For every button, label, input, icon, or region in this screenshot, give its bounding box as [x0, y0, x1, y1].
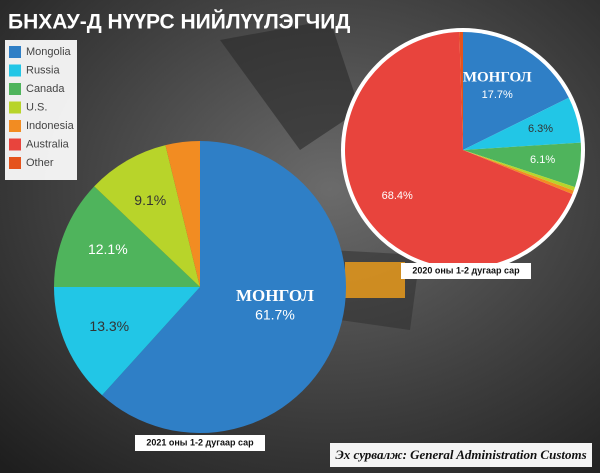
pie-slice [165, 141, 200, 287]
legend-label: Indonesia [26, 120, 75, 132]
pie-slice [102, 141, 346, 434]
caption-box [135, 435, 265, 451]
pie-slice [463, 142, 582, 188]
pie-slice [459, 32, 463, 150]
source: Эх сурвалж: General Administration Custo… [335, 447, 586, 462]
photo-shade [220, 20, 360, 150]
pie-slice [463, 150, 574, 195]
legend-swatch [9, 120, 21, 132]
legend-label: Canada [26, 83, 65, 95]
value-label: 61.7% [255, 307, 295, 323]
legend-swatch [9, 64, 21, 77]
caption: 2020 оны 1-2 дугаар сар [412, 265, 520, 275]
pies: МОНГОЛ 61.7% 13.3% 12.1% 9.1% 2021 оны 1-2 ду… [54, 28, 585, 451]
legend: Mongolia Russia Canada U.S. Indonesia Austral… [9, 46, 75, 169]
legend-label: U.S. [26, 101, 47, 113]
pie-slice [345, 32, 573, 268]
value-label: 17.7% [482, 89, 513, 101]
value-label: 13.3% [89, 318, 129, 334]
slice-name: МОНГОЛ [463, 69, 532, 85]
legend-label: Australia [26, 138, 70, 150]
caption-box [401, 263, 531, 279]
legend-swatch [9, 46, 21, 58]
value-label: 68.4% [382, 190, 413, 202]
pie-slice [463, 32, 569, 150]
caption: 2021 оны 1-2 дугаар сар [146, 437, 254, 447]
legend-label: Russia [26, 64, 61, 76]
legend-swatch [9, 83, 21, 95]
legend-swatch [9, 101, 21, 114]
value-label: 12.1% [88, 241, 128, 257]
pie-slice [54, 186, 200, 287]
legend-label: Mongolia [26, 46, 72, 58]
pie-slice [94, 145, 200, 287]
legend-swatch [9, 138, 21, 151]
truck [345, 262, 405, 298]
value-label: 6.3% [528, 123, 553, 135]
slice-name: МОНГОЛ [236, 286, 314, 305]
legend-label: Other [26, 157, 54, 169]
legend-swatch [9, 157, 21, 169]
value-label: 9.1% [134, 192, 166, 208]
title: БНХАУ-Д НҮҮРС НИЙЛҮҮЛЭГЧИД [8, 10, 350, 34]
value-label: 6.1% [530, 154, 555, 166]
pie-slice [463, 97, 581, 150]
pie-slice [54, 287, 200, 396]
pie-slice [463, 150, 575, 191]
source-box [330, 443, 592, 467]
